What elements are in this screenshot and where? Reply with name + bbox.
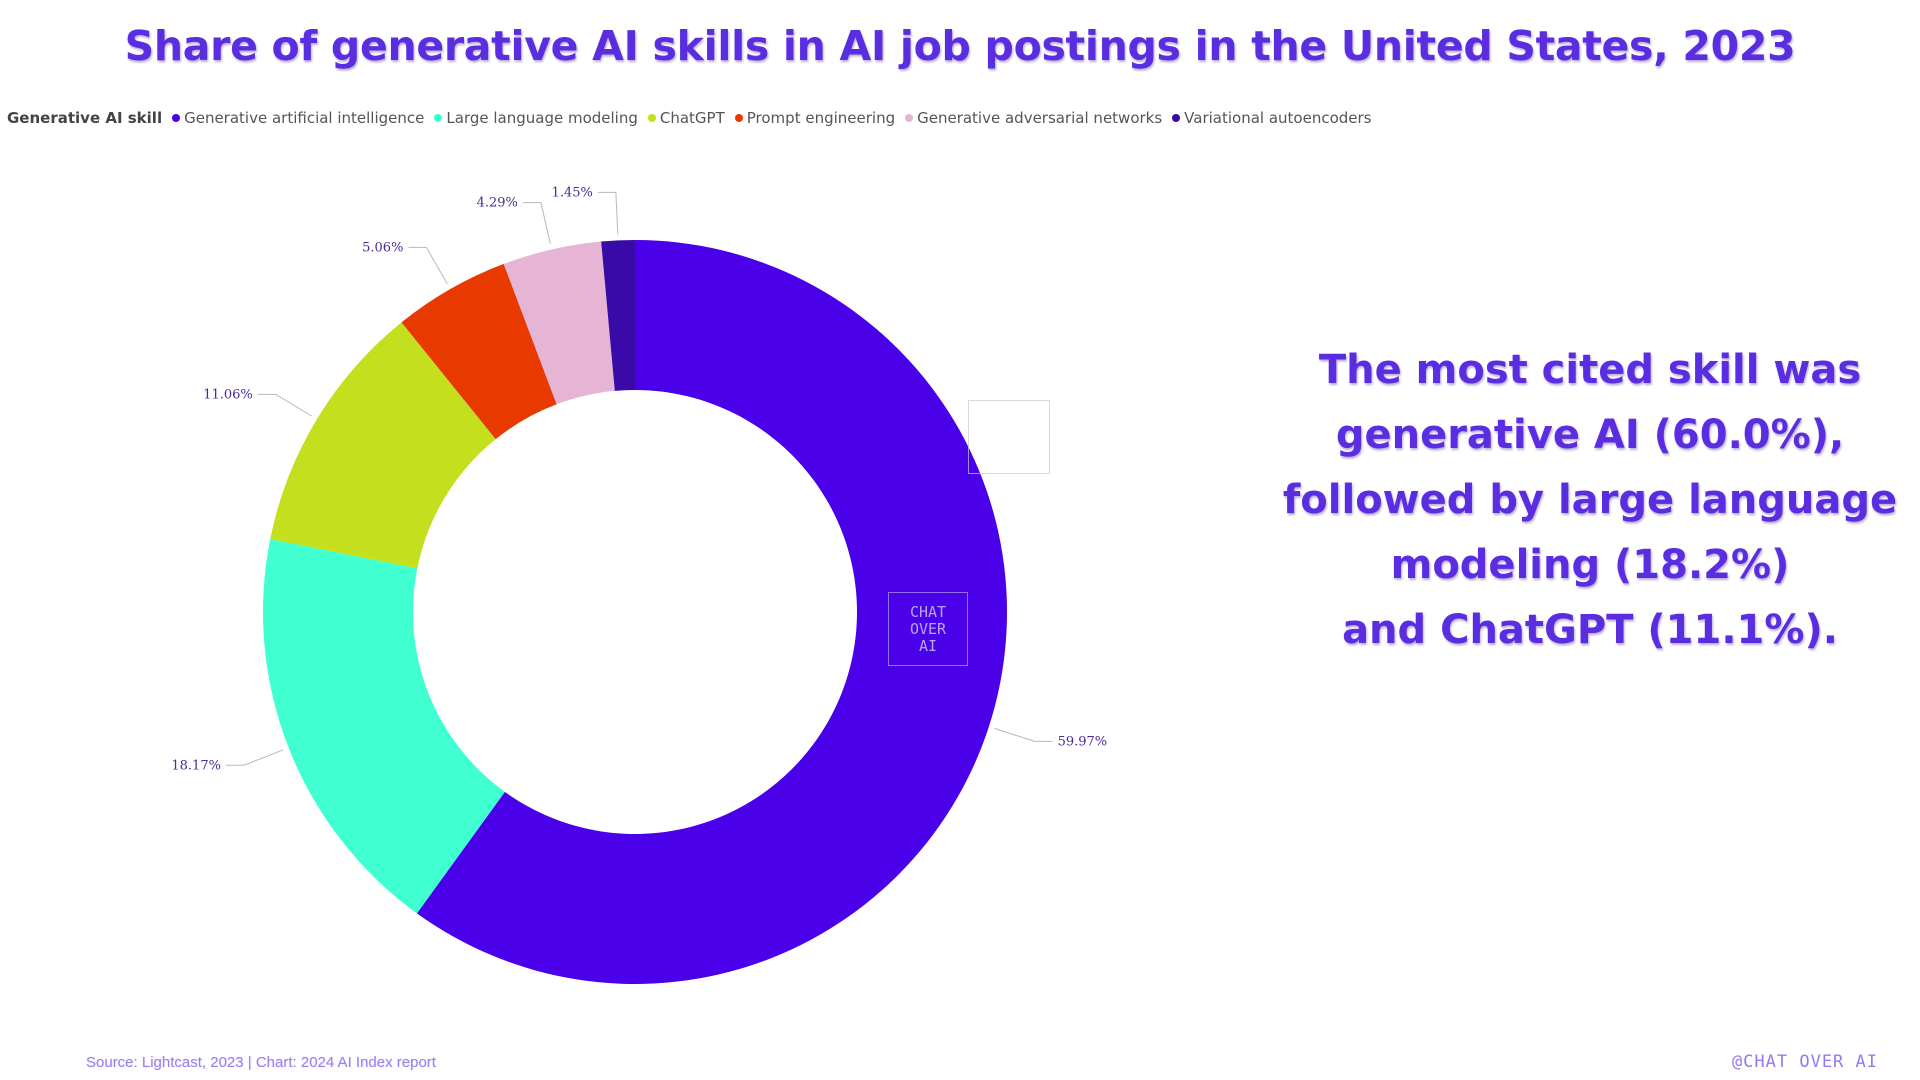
callout-line: The most cited skill was [1318,347,1862,393]
slice-data-label: 1.45% [552,185,593,200]
label-leader-line [522,202,551,244]
label-leader-line [597,191,619,235]
callout-line: and ChatGPT (11.1%). [1342,607,1838,653]
slice-data-label: 18.17% [171,758,221,773]
legend-swatch [905,114,914,122]
label-leader-line [225,749,284,766]
donut-slice[interactable] [263,539,505,914]
callout-line: followed by large language [1282,477,1898,523]
legend-label: Generative artificial intelligence [184,109,425,127]
callout-line: generative AI (60.0%), [1335,412,1845,458]
watermark-logo: CHAT OVER AI [888,592,968,666]
legend-swatch [1172,114,1181,122]
legend-swatch [172,114,181,122]
watermark-line: AI [918,636,938,655]
legend-label: Large language modeling [446,109,638,127]
label-leader-line [408,246,448,285]
watermark-line: CHAT [909,602,947,621]
legend-item: Prompt engineering [734,109,896,127]
slice-data-label: 11.06% [203,387,253,402]
legend-item: Generative artificial intelligence [172,109,424,127]
donut-slice[interactable] [601,240,635,391]
label-leader-line [257,393,312,417]
legend-item: Variational autoencoders [1172,109,1372,127]
legend-swatch [434,114,443,122]
summary-callout: The most cited skill was generative AI (… [1260,338,1920,663]
callout-line: modeling (18.2%) [1390,542,1790,588]
chart-legend: Generative AI skill Generative artificia… [7,109,1372,127]
donut-slice[interactable] [503,241,615,405]
watermark-line: OVER [909,619,947,638]
legend-title: Generative AI skill [7,109,163,127]
legend-swatch [647,114,656,122]
legend-label: Variational autoencoders [1184,109,1372,127]
legend-label: Generative adversarial networks [917,109,1163,127]
donut-slice[interactable] [416,240,1007,984]
legend-item: Generative adversarial networks [905,109,1162,127]
legend-label: Prompt engineering [746,109,896,127]
slice-data-label: 4.29% [477,196,518,211]
slice-data-label: 59.97% [1058,734,1108,749]
donut-slice[interactable] [270,322,496,569]
label-leader-line [994,727,1053,742]
brand-mark: @CHAT OVER AI [1731,1052,1878,1072]
donut-slice[interactable] [401,263,557,440]
legend-item: Large language modeling [434,109,638,127]
chart-title: Share of generative AI skills in AI job … [124,22,1796,70]
slice-data-label: 5.06% [362,240,403,255]
source-note: Source: Lightcast, 2023 | Chart: 2024 AI… [86,1054,436,1071]
legend-label: ChatGPT [659,109,725,127]
watermark-frame [968,400,1050,474]
legend-swatch [734,114,743,122]
legend-item: ChatGPT [647,109,725,127]
